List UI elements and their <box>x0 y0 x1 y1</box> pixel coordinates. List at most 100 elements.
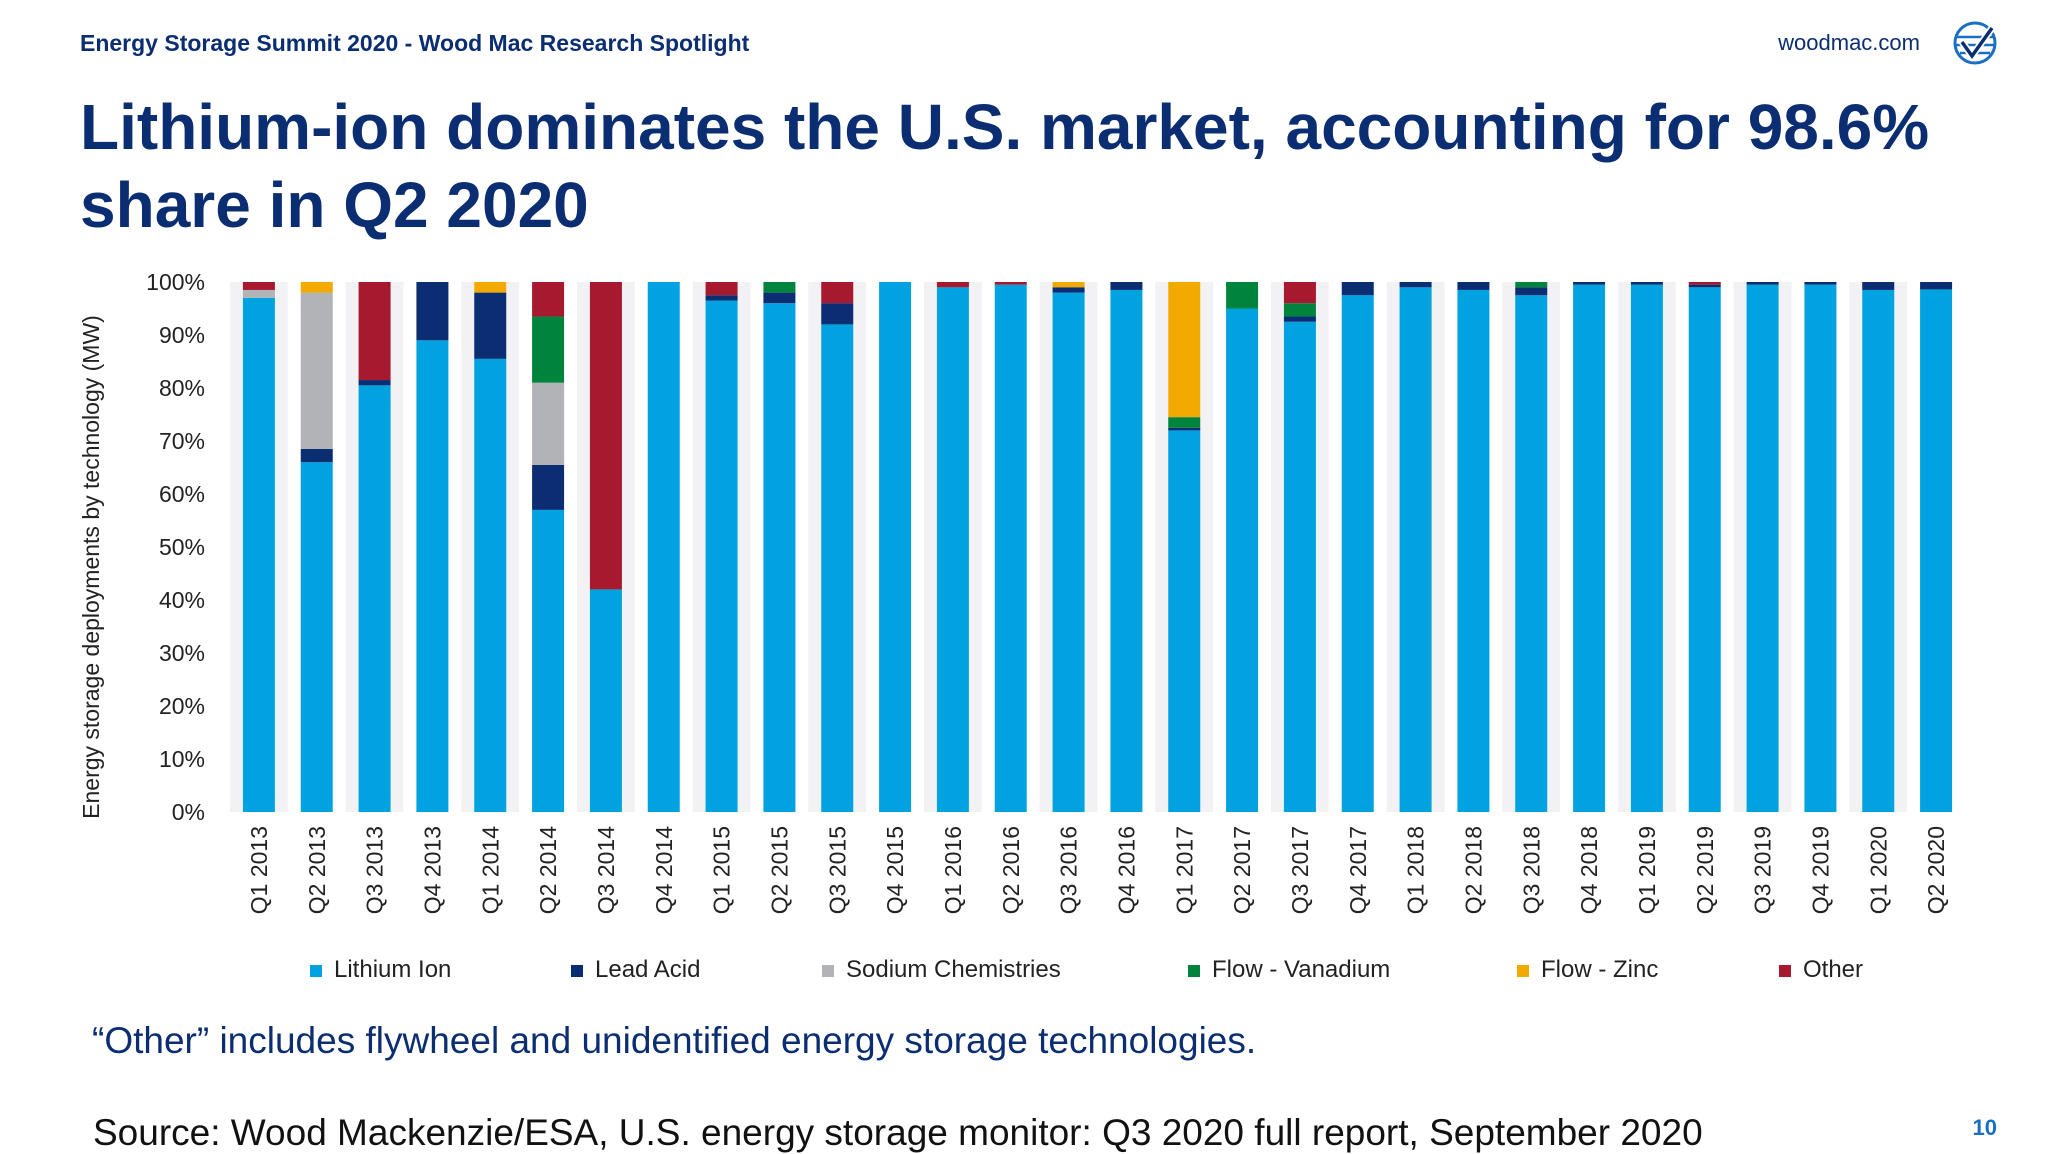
bar-segment-lead-acid <box>474 292 507 359</box>
stacked-bar-chart: 0% 10% 20% 30% 40% 50% 60% 70% 80% 90% 100% Energy … <box>78 269 1953 983</box>
bar-segment-lead-acid <box>1052 287 1085 293</box>
x-tick-label: Q1 2020 <box>1865 826 1891 914</box>
bar-segment-lithium-ion <box>1746 284 1779 812</box>
bar-segment-lead-acid <box>763 292 796 304</box>
bar-segment-flow-zinc <box>474 282 507 293</box>
bar-segment-lead-acid <box>1341 282 1374 296</box>
bar-segment-flow-vanadium <box>1168 417 1201 428</box>
bar-segment-lithium-ion <box>1341 295 1374 812</box>
bar-segment-lead-acid <box>1862 282 1895 290</box>
bar-segment-lithium-ion <box>1226 308 1259 812</box>
bar-segment-other <box>358 282 391 381</box>
x-tick-label: Q3 2014 <box>593 826 619 914</box>
x-tick-label: Q3 2019 <box>1750 826 1776 914</box>
bar-segment-flow-zinc <box>1168 282 1201 418</box>
bar-segment-other <box>936 282 969 288</box>
x-tick-label: Q2 2019 <box>1692 826 1718 914</box>
bar-segment-lithium-ion <box>1283 321 1316 812</box>
x-tick-label: Q2 2016 <box>998 826 1024 914</box>
bar-segment-flow-vanadium <box>532 316 565 383</box>
legend-label: Flow - Vanadium <box>1212 956 1390 983</box>
bar-segment-other <box>242 282 275 290</box>
x-tick-label: Q1 2016 <box>940 826 966 914</box>
bar-segment-lead-acid <box>705 295 738 301</box>
y-tick-label: 30% <box>159 640 205 666</box>
bar-segment-lead-acid <box>416 282 449 341</box>
bar-segment-other <box>1283 282 1316 304</box>
x-tick-label: Q1 2014 <box>477 826 503 914</box>
bar-segment-other <box>821 282 854 304</box>
x-tick-label: Q4 2015 <box>882 826 908 914</box>
x-tick-label: Q3 2018 <box>1518 826 1544 914</box>
bar-segment-lithium-ion <box>1573 284 1606 812</box>
website-link[interactable]: woodmac.com <box>1778 30 1920 55</box>
bar-segment-sodium-chemistries <box>242 289 275 298</box>
bar-segment-lithium-ion <box>1110 289 1143 812</box>
bar-segment-other <box>532 282 565 317</box>
bar-segment-lead-acid <box>532 464 565 510</box>
bar-segment-flow-zinc <box>300 282 333 293</box>
bar-segment-lithium-ion <box>936 287 969 812</box>
y-tick-label: 10% <box>159 746 205 772</box>
legend-swatch <box>1517 965 1529 977</box>
x-tick-label: Q4 2018 <box>1576 826 1602 914</box>
bar-segment-lead-acid <box>1573 282 1606 285</box>
slide-title: Lithium-ion dominates the U.S. market, a… <box>80 91 1930 241</box>
bar-segment-lead-acid <box>300 448 333 463</box>
bar-segment-lithium-ion <box>647 282 680 812</box>
bar-segment-lithium-ion <box>242 297 275 812</box>
bar-segment-flow-vanadium <box>1226 282 1259 309</box>
x-tick-label: Q1 2019 <box>1634 826 1660 914</box>
bar-segment-lead-acid <box>1920 282 1953 290</box>
x-tick-label: Q3 2016 <box>1056 826 1082 914</box>
x-tick-label: Q2 2015 <box>766 826 792 914</box>
bar-segment-lead-acid <box>1804 282 1837 285</box>
bar-segment-lithium-ion <box>532 509 565 812</box>
bar-segment-flow-zinc <box>1052 282 1085 288</box>
x-tick-label: Q3 2013 <box>362 826 388 914</box>
bar-segment-lead-acid <box>1399 282 1432 288</box>
bar-segment-lithium-ion <box>821 324 854 812</box>
legend-swatch <box>310 965 322 977</box>
bar-segment-sodium-chemistries <box>532 382 565 465</box>
x-tick-label: Q2 2018 <box>1460 826 1486 914</box>
bar-segment-lead-acid <box>1110 282 1143 290</box>
x-tick-label: Q1 2017 <box>1171 826 1197 914</box>
y-tick-label: 60% <box>159 481 205 507</box>
y-tick-label: 0% <box>172 799 205 825</box>
legend-label: Sodium Chemistries <box>846 956 1061 983</box>
page-number: 10 <box>1972 1115 1997 1140</box>
legend-label: Flow - Zinc <box>1541 956 1658 983</box>
x-tick-label: Q3 2017 <box>1287 826 1313 914</box>
bar-segment-lithium-ion <box>589 589 622 812</box>
bar-segment-lead-acid <box>1168 427 1201 431</box>
bar-segment-lithium-ion <box>994 284 1027 812</box>
y-tick-label: 40% <box>159 587 205 613</box>
bar-segment-lead-acid <box>821 303 854 325</box>
x-tick-label: Q4 2017 <box>1345 826 1371 914</box>
x-tick-label: Q4 2014 <box>651 826 677 914</box>
bar-segment-lithium-ion <box>879 282 912 812</box>
bar-segment-lithium-ion <box>1862 289 1895 812</box>
bar-segment-lead-acid <box>1515 287 1548 296</box>
x-tick-label: Q2 2013 <box>304 826 330 914</box>
bar-segment-lead-acid <box>1688 284 1721 288</box>
y-tick-label: 70% <box>159 428 205 454</box>
x-tick-label: Q3 2015 <box>824 826 850 914</box>
event-header: Energy Storage Summit 2020 - Wood Mac Re… <box>80 30 750 56</box>
bar-segment-other <box>589 282 622 590</box>
footnote-other: “Other” includes flywheel and unidentifi… <box>92 1020 1257 1061</box>
bar-segment-lead-acid <box>1630 282 1663 285</box>
bar-segment-lead-acid <box>358 380 391 386</box>
bar-segment-lithium-ion <box>416 340 449 812</box>
x-tick-label: Q2 2020 <box>1923 826 1949 914</box>
bar-segment-lead-acid <box>1283 316 1316 322</box>
bar-segment-lithium-ion <box>1804 284 1837 812</box>
x-tick-label: Q4 2013 <box>419 826 445 914</box>
y-tick-label: 50% <box>159 534 205 560</box>
bar-segment-lithium-ion <box>763 303 796 812</box>
source-citation: Source: Wood Mackenzie/ESA, U.S. energy … <box>93 1112 1703 1153</box>
legend-swatch <box>1779 965 1791 977</box>
bar-segment-lithium-ion <box>474 358 507 812</box>
bar-segment-lithium-ion <box>705 300 738 812</box>
